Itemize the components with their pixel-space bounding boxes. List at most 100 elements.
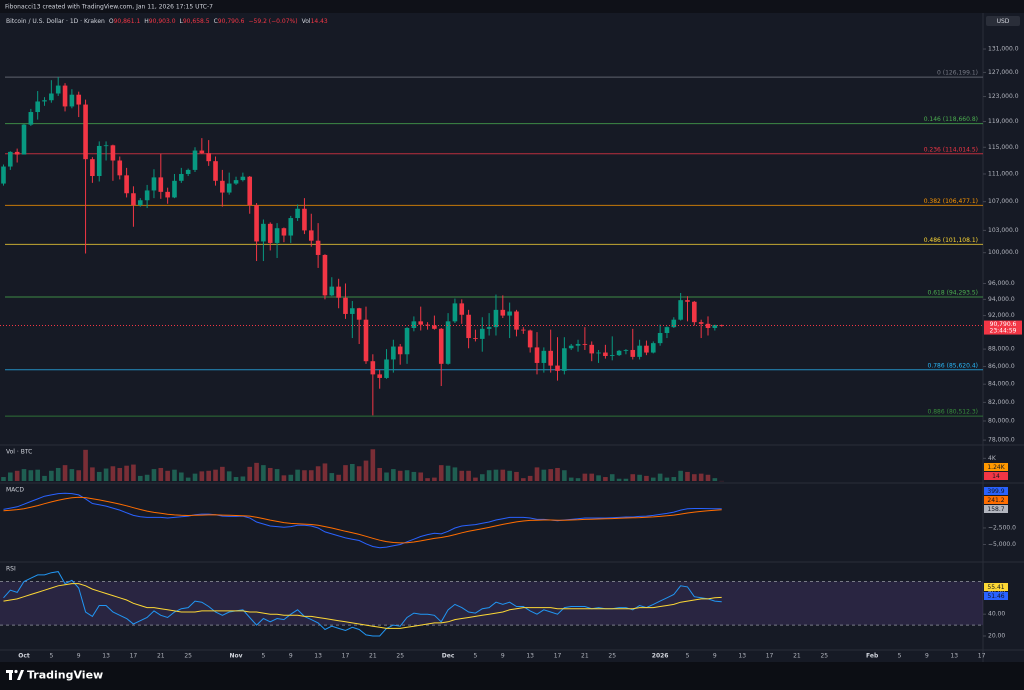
volume-bar: [220, 466, 225, 481]
volume-bar: [644, 475, 649, 481]
candle-body: [288, 218, 294, 236]
pane-title: Vol · BTC: [6, 449, 32, 456]
candle-body: [521, 329, 526, 331]
x-tick-label: 9: [925, 653, 929, 660]
x-tick-label: 9: [713, 653, 717, 660]
volume-bar: [404, 470, 410, 481]
candle-body: [719, 324, 724, 326]
x-tick-label: 5: [898, 653, 902, 660]
volume-bar: [226, 471, 232, 481]
candle-body: [418, 321, 424, 325]
volume-bar: [432, 477, 437, 481]
y-tick-label: 123,000.0: [988, 93, 1019, 100]
candle-body: [261, 223, 266, 242]
x-tick-label: 21: [369, 653, 377, 660]
candle-body: [644, 345, 649, 353]
x-tick-label: Feb: [866, 653, 879, 660]
candle-body: [596, 352, 601, 354]
volume-bar: [267, 467, 273, 481]
fib-label: 0.382 (106,477.1): [924, 198, 978, 205]
volume-bar: [28, 470, 34, 481]
volume-bar: [657, 473, 663, 481]
pane-title: RSI: [6, 566, 16, 573]
volume-bar: [650, 477, 656, 481]
volume-bar: [445, 465, 451, 481]
volume-bar: [452, 467, 458, 481]
volume-bar: [582, 473, 588, 481]
candle-body: [137, 200, 143, 206]
candle-body: [220, 180, 225, 193]
volume-bar: [185, 477, 191, 481]
candle-body: [438, 328, 444, 364]
volume-bar: [261, 465, 266, 481]
y-tick-label: −2,500.0: [988, 524, 1016, 531]
candle-body: [698, 322, 704, 324]
pane-title: MACD: [6, 487, 24, 494]
x-tick-label: Dec: [442, 653, 455, 660]
x-tick-label: 5: [261, 653, 265, 660]
candle-body: [397, 346, 403, 355]
value-badge: [984, 592, 1008, 600]
candle-body: [308, 230, 314, 241]
change: −59.2 (−0.07%): [249, 18, 298, 25]
volume-bar: [698, 473, 704, 481]
candle-body: [541, 350, 547, 363]
candle-body: [199, 150, 205, 154]
y-tick-label: 131,000.0: [988, 46, 1019, 53]
candle-body: [575, 343, 581, 346]
volume-bar: [103, 468, 109, 481]
value-badge-label: 241.2: [987, 497, 1004, 504]
volume-bar: [42, 475, 47, 481]
volume-bar: [144, 474, 150, 481]
volume-bar: [1, 477, 6, 481]
candle-body: [555, 365, 560, 371]
candle-body: [534, 347, 540, 363]
volume-bar: [377, 467, 382, 481]
candle-body: [165, 191, 170, 198]
volume-bar: [192, 473, 198, 481]
candle-body: [630, 349, 636, 357]
volume-bar: [302, 470, 307, 481]
volume-bar: [49, 470, 54, 481]
volume-bar: [254, 462, 259, 481]
volume-bar: [541, 469, 547, 481]
volume-bar: [90, 467, 95, 481]
volume-bar: [295, 469, 300, 481]
countdown: 23:44:59: [990, 328, 1017, 335]
volume-bar: [350, 464, 355, 481]
y-tick-label: 4K: [988, 455, 997, 462]
volume-bar: [363, 460, 369, 481]
fib-label: 0.786 (85,620.4): [928, 362, 978, 369]
value-badge-label: 51.46: [987, 593, 1004, 600]
x-tick-label: 25: [184, 653, 192, 660]
volume-bar: [83, 449, 88, 481]
candle-body: [226, 183, 232, 193]
candle-body: [678, 300, 683, 320]
candle-body: [69, 94, 75, 107]
candle-body: [117, 160, 123, 176]
volume-bar: [411, 471, 417, 481]
candle-body: [473, 338, 478, 339]
y-tick-label: 127,000.0: [988, 69, 1019, 76]
candle-body: [404, 327, 410, 355]
candle-body: [650, 343, 656, 353]
last-price-label: 90,790.6: [990, 321, 1017, 328]
x-tick-label: 13: [102, 653, 110, 660]
candle-body: [562, 348, 567, 371]
volume-bar: [247, 466, 253, 481]
volume-bar: [425, 478, 430, 481]
x-tick-label: Nov: [230, 653, 243, 660]
candle-body: [96, 145, 102, 177]
candle-body: [240, 176, 246, 181]
candle-body: [479, 328, 485, 339]
y-tick-label: −5,000.0: [988, 541, 1016, 548]
x-tick-label: 25: [820, 653, 828, 660]
volume-bar: [603, 477, 608, 481]
candle-body: [685, 300, 690, 302]
x-tick-label: 2026: [652, 653, 669, 660]
candle-body: [322, 254, 328, 296]
volume-bar: [274, 469, 280, 481]
ohlc-key: C: [214, 18, 218, 25]
x-tick-label: 5: [474, 653, 478, 660]
